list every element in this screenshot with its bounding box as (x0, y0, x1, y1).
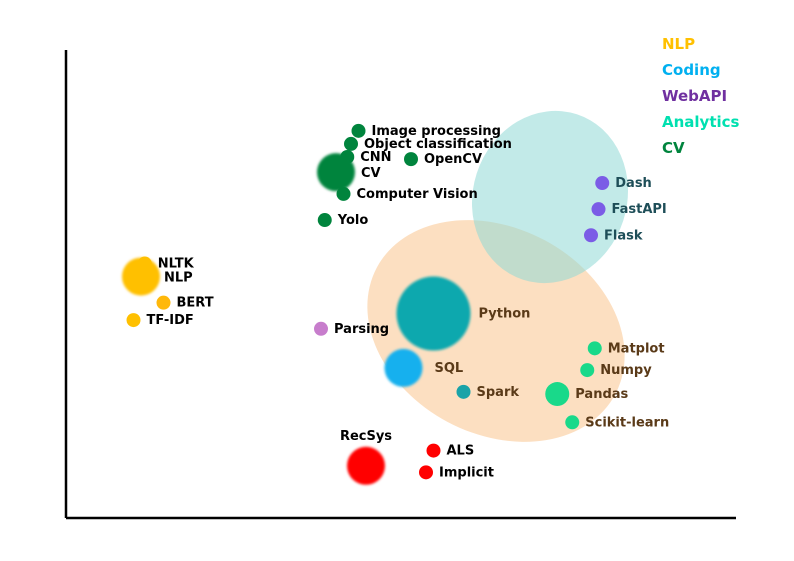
point-scikit-learn (565, 415, 580, 430)
point-recsys (347, 446, 385, 485)
point-nlp (122, 257, 160, 296)
point-opencv (404, 152, 418, 167)
point-parsing (314, 321, 328, 336)
point-fastapi (591, 202, 606, 217)
label-tf-idf: TF-IDF (147, 313, 194, 328)
point-als (426, 443, 441, 458)
label-recsys: RecSys (340, 429, 392, 444)
label-parsing: Parsing (334, 322, 389, 337)
point-implicit (419, 465, 433, 480)
label-python: Python (479, 307, 531, 322)
point-pandas (545, 382, 570, 407)
label-opencv: OpenCV (424, 152, 482, 167)
point-tf-idf (126, 313, 141, 328)
legend-entry-coding: Coding (662, 61, 721, 79)
label-flask: Flask (604, 228, 643, 243)
label-image-processing: Image processing (372, 124, 501, 139)
points-layer (122, 123, 610, 485)
label-scikit-learn: Scikit-learn (585, 415, 669, 430)
label-cv: CV (361, 166, 381, 181)
label-bert: BERT (177, 296, 214, 311)
point-image-processing (351, 123, 366, 138)
label-cnn: CNN (360, 150, 391, 165)
point-cv (317, 153, 355, 192)
legend-entry-cv: CV (662, 139, 685, 157)
point-computer-vision (336, 186, 351, 201)
label-computer-vision: Computer Vision (357, 187, 478, 202)
point-dash (595, 176, 610, 191)
point-matplot (587, 341, 602, 356)
axes (64, 50, 736, 520)
point-numpy (580, 363, 595, 378)
label-als: ALS (447, 444, 475, 459)
point-sql (384, 348, 423, 387)
label-implicit: Implicit (439, 465, 494, 480)
label-pandas: Pandas (575, 387, 628, 402)
label-object-classification: Object classification (364, 137, 512, 152)
label-numpy: Numpy (600, 363, 652, 378)
label-fastapi: FastAPI (612, 202, 667, 217)
label-yolo: Yolo (337, 213, 369, 228)
point-python (396, 276, 471, 351)
point-bert (156, 295, 171, 310)
label-spark: Spark (477, 385, 520, 400)
label-matplot: Matplot (608, 341, 665, 356)
legend-entry-nlp: NLP (662, 35, 695, 53)
legend: NLP Coding WebAPI Analytics CV (662, 35, 740, 157)
label-nlp: NLP (164, 271, 193, 286)
point-flask (584, 228, 598, 243)
point-object-classification (344, 136, 358, 151)
label-nltk: NLTK (158, 257, 195, 272)
point-spark (456, 384, 471, 399)
label-dash: Dash (615, 176, 652, 191)
legend-entry-analytics: Analytics (662, 113, 740, 131)
point-yolo (317, 213, 332, 228)
label-sql: SQL (435, 361, 464, 376)
legend-entry-webapi: WebAPI (662, 87, 727, 105)
